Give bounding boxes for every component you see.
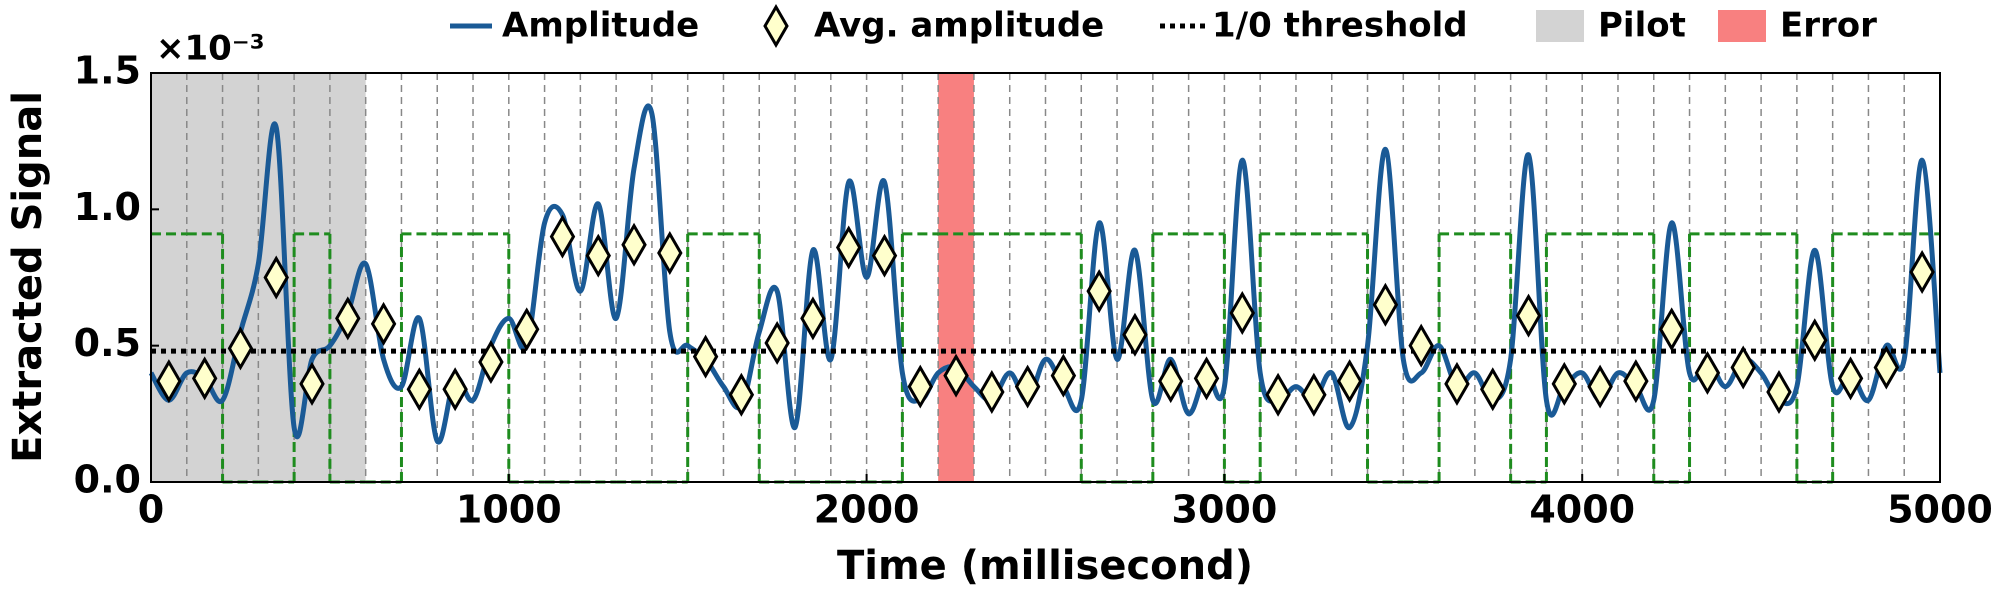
avg-marker: [835, 225, 862, 270]
avg-marker: [1050, 353, 1077, 398]
avg-marker: [728, 372, 755, 417]
avg-marker: [871, 233, 898, 278]
avg-marker: [335, 296, 361, 341]
avg-marker: [1873, 345, 1900, 390]
plot-frame: [150, 72, 1941, 483]
avg-marker: [1229, 290, 1256, 335]
avg-marker: [1837, 356, 1864, 401]
avg-marker: [263, 255, 289, 300]
avg-marker: [1086, 269, 1112, 314]
y-tick-label: 0.5: [74, 321, 141, 365]
avg-marker: [657, 230, 683, 275]
avg-marker: [227, 326, 254, 371]
x-axis-label: Time (millisecond): [837, 543, 1253, 589]
y-tick-label: 1.0: [74, 185, 141, 229]
x-tick-label: 3000: [1172, 488, 1278, 532]
avg-marker: [1157, 359, 1184, 404]
y-axis-label: Extracted Signal: [5, 91, 51, 463]
legend-swatch: [1536, 10, 1584, 42]
avg-marker: [513, 307, 540, 352]
avg-marker: [1480, 367, 1506, 412]
avg-marker: [1193, 356, 1220, 401]
avg-marker: [549, 214, 576, 259]
x-tick-label: 0: [138, 488, 164, 532]
y-tick-label: 1.5: [74, 49, 141, 93]
avg-marker: [1623, 359, 1649, 404]
avg-marker: [1265, 372, 1291, 417]
avg-marker: [692, 334, 719, 379]
legend-label: Amplitude: [502, 6, 699, 46]
avg-marker: [1909, 250, 1935, 295]
avg-marker: [1372, 282, 1399, 327]
avg-marker: [1408, 323, 1434, 368]
legend-label: Error: [1780, 6, 1877, 46]
x-tick-label: 5000: [1887, 488, 1993, 532]
avg-marker: [406, 367, 433, 412]
avg-marker: [1336, 359, 1363, 404]
avg-marker: [800, 296, 826, 341]
avg-marker: [156, 359, 182, 404]
avg-marker: [191, 356, 218, 401]
legend-swatch: [1718, 10, 1766, 42]
avg-marker: [943, 353, 969, 398]
legend-label: Pilot: [1598, 6, 1686, 46]
avg-marker: [1658, 307, 1685, 352]
avg-marker: [1766, 370, 1792, 415]
x-tick-label: 4000: [1529, 488, 1635, 532]
avg-marker: [1122, 312, 1148, 357]
avg-marker: [1587, 364, 1613, 409]
avg-marker: [1014, 364, 1041, 409]
avg-marker: [907, 364, 934, 409]
avg-marker: [979, 370, 1005, 415]
avg-marker: [442, 367, 468, 412]
legend-label: Avg. amplitude: [814, 6, 1104, 46]
avg-marker: [1444, 361, 1470, 406]
y-tick-label: 0.0: [74, 458, 141, 502]
avg-marker: [1515, 293, 1542, 338]
legend-swatch: [763, 4, 789, 48]
avg-marker: [478, 340, 504, 385]
x-tick-label: 1000: [456, 488, 562, 532]
avg-marker: [764, 320, 790, 365]
avg-marker: [585, 233, 611, 278]
avg-marker: [1694, 350, 1721, 395]
avg-marker: [299, 361, 325, 406]
avg-marker: [370, 301, 397, 346]
avg-marker: [1802, 318, 1828, 363]
avg-marker: [621, 222, 647, 267]
avg-marker: [1301, 372, 1327, 417]
avg-marker: [1551, 361, 1578, 406]
x-tick-label: 2000: [814, 488, 920, 532]
legend-label: 1/0 threshold: [1212, 6, 1468, 46]
span: [938, 73, 974, 482]
y-offset-label: ×10⁻³: [156, 29, 265, 69]
avg-marker: [1730, 345, 1756, 390]
